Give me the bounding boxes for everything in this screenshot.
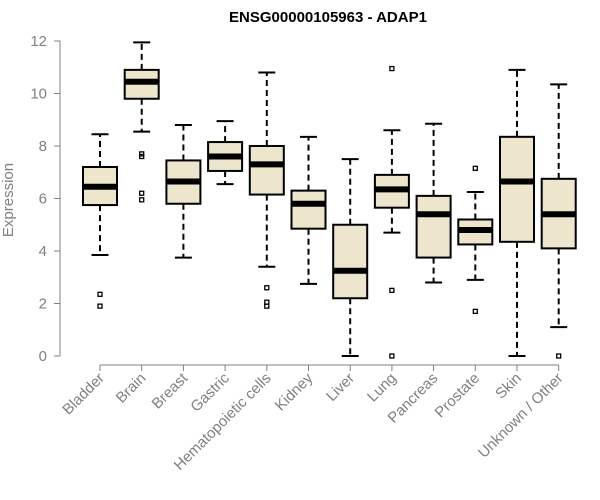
x-tick-label: Kidney [272,369,317,414]
box-lung [373,65,410,359]
y-tick-label: 2 [39,296,47,313]
box-bladder [82,133,118,309]
outlier-point [472,308,478,315]
x-tick-label: Brain [113,370,150,407]
y-tick-label: 12 [30,33,47,50]
outlier-point [389,65,395,72]
y-tick-label: 8 [39,138,47,155]
box-skin [499,68,535,357]
box-kidney [290,135,327,285]
outlier-point [139,153,145,160]
box-prostate [457,165,494,315]
y-axis-title: Expression [0,163,17,237]
outlier-point [389,353,395,359]
iqr-box [499,135,535,243]
outlier-point [556,353,562,359]
y-tick-label: 6 [39,191,47,208]
outlier-point [472,165,478,171]
box-breast [165,124,202,259]
x-tick-label: Breast [149,369,192,412]
box-unknown-other [540,83,577,359]
y-tick-label: 0 [39,348,47,365]
outlier-point [139,190,145,196]
iqr-box [248,145,285,196]
iqr-box [415,194,452,259]
x-tick-label: Lung [364,370,400,406]
x-tick-label: Bladder [59,370,108,419]
chart-title: ENSG00000105963 - ADAP1 [229,9,427,26]
box-gastric [207,120,244,186]
iqr-box [290,189,327,230]
x-tick-label: Prostate [432,370,484,422]
box-hematopoietic-cells [248,71,285,309]
box-pancreas [415,122,452,284]
outlier-point [264,285,270,291]
outlier-point [97,303,103,309]
box-liver [332,158,369,357]
y-tick-label: 4 [39,243,47,260]
y-tick-label: 10 [30,86,47,103]
outlier-point [389,287,395,294]
outlier-point [97,291,103,297]
iqr-box [332,223,369,300]
plot-area [82,41,577,359]
outlier-point [264,303,270,309]
x-tick-label: Liver [323,370,358,405]
box-brain [123,41,160,203]
y-axis: 0 2 4 6 8 10 12 [30,33,61,365]
x-tick-label: Skin [492,370,525,403]
outlier-point [139,197,145,203]
